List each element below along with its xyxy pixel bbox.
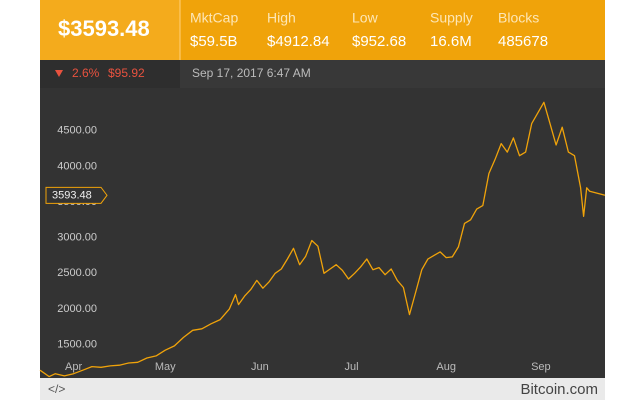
change-percent: 2.6% bbox=[72, 66, 100, 80]
timestamp: Sep 17, 2017 6:47 AM bbox=[192, 66, 311, 80]
x-tick-label: May bbox=[155, 361, 176, 373]
brand[interactable]: Bitcoin.com bbox=[520, 381, 598, 398]
x-tick-label: Jul bbox=[344, 361, 358, 373]
y-tick-label: 4500.00 bbox=[57, 125, 97, 137]
stat-value: $952.68 bbox=[352, 33, 406, 50]
chart: 1500.002000.002500.003000.003500.004000.… bbox=[39, 101, 606, 378]
price: $3593.48 bbox=[58, 16, 150, 41]
y-tick-label: 3000.00 bbox=[57, 232, 97, 244]
stat-label: MktCap bbox=[190, 10, 238, 26]
price-marker-label: 3593.48 bbox=[52, 189, 92, 201]
price-line bbox=[39, 101, 606, 378]
y-tick-label: 2500.00 bbox=[57, 267, 97, 279]
change-amount: $95.92 bbox=[108, 66, 145, 80]
y-tick-label: 2000.00 bbox=[57, 303, 97, 315]
embed-link[interactable]: </> bbox=[48, 382, 65, 396]
stat-label: Low bbox=[352, 10, 379, 26]
stat-label: Supply bbox=[430, 10, 473, 26]
x-tick-label: Sep bbox=[531, 361, 551, 373]
stat-value: $4912.84 bbox=[267, 33, 330, 50]
stats: MktCap $59.5B High $4912.84 Low $952.68 Supply… bbox=[190, 10, 548, 50]
price-marker bbox=[45, 186, 108, 204]
x-tick-label: Aug bbox=[436, 361, 456, 373]
y-tick-label: 1500.00 bbox=[57, 338, 97, 350]
stat-label: High bbox=[267, 10, 296, 26]
stat-value: $59.5B bbox=[190, 33, 238, 50]
price-box bbox=[40, 0, 180, 60]
plot-area bbox=[40, 88, 605, 378]
stat-label: Blocks bbox=[498, 10, 539, 26]
stat-value: 16.6M bbox=[430, 33, 472, 50]
x-tick-label: Apr bbox=[65, 361, 82, 373]
sub-bar-right bbox=[180, 60, 605, 88]
x-tick-label: Jun bbox=[251, 361, 269, 373]
footer-bar bbox=[40, 378, 605, 400]
stat-value: 485678 bbox=[498, 33, 548, 50]
down-arrow bbox=[55, 70, 63, 77]
y-tick-label: 4000.00 bbox=[57, 160, 97, 172]
